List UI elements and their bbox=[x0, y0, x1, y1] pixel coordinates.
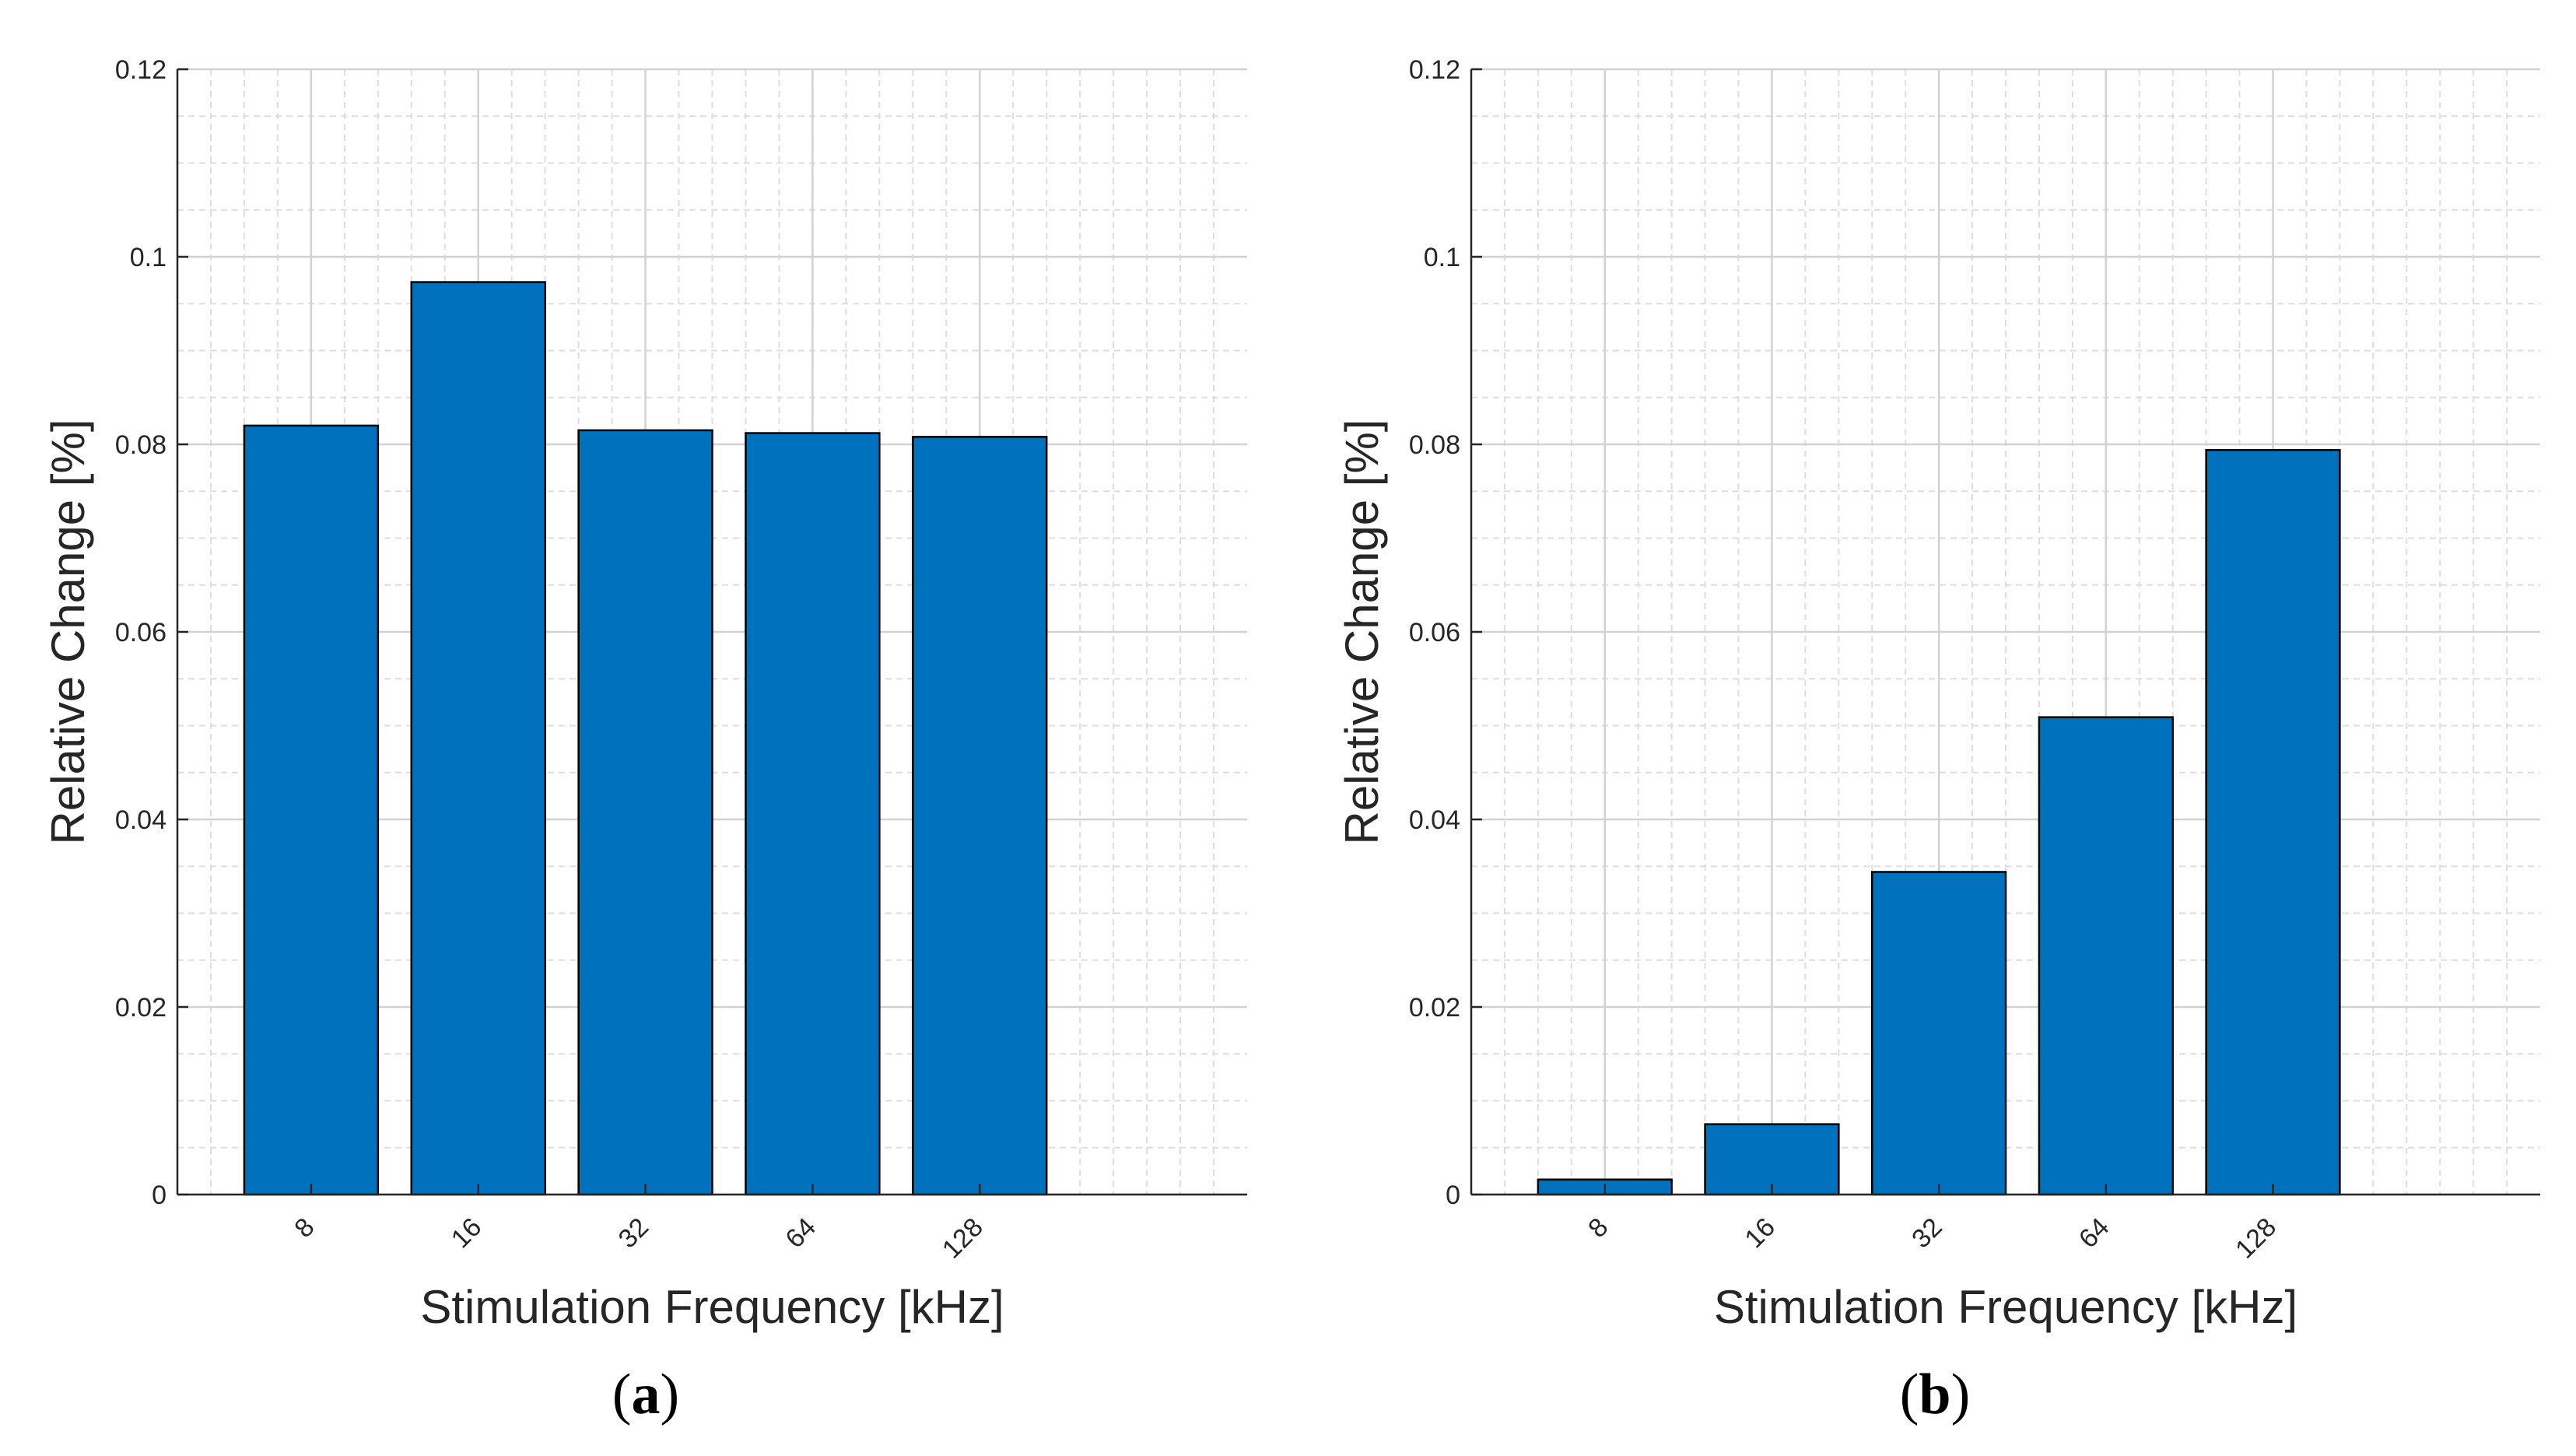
caption-close-paren: ) bbox=[1950, 1363, 1971, 1426]
bar-32 bbox=[1871, 871, 2007, 1196]
chart-panel-a: 0 0.02 0.04 0.06 0.08 0.1 0.12 8 16 32 64 128 Stimul… bbox=[42, 55, 1247, 1333]
caption-close-paren: ) bbox=[660, 1363, 680, 1426]
bar-16 bbox=[1704, 1123, 1840, 1196]
x-tick-label: 64 bbox=[2073, 1212, 2115, 1254]
y-tick-label: 0.02 bbox=[115, 993, 166, 1023]
y-tick-label: 0.04 bbox=[115, 805, 166, 835]
y-tick-label: 0.06 bbox=[1409, 618, 1460, 647]
x-tick-label: 32 bbox=[613, 1212, 655, 1254]
bar-64 bbox=[745, 432, 881, 1196]
x-tick-label: 64 bbox=[780, 1212, 822, 1254]
y-tick-label: 0.06 bbox=[115, 618, 166, 647]
y-tick-label: 0 bbox=[152, 1181, 166, 1210]
chart-panel-b: 0 0.02 0.04 0.06 0.08 0.1 0.12 8 16 32 64 128 Stimul… bbox=[1336, 55, 2540, 1333]
x-tick-label: 16 bbox=[446, 1212, 488, 1254]
x-tick-label: 128 bbox=[2230, 1212, 2282, 1265]
x-tick-label: 8 bbox=[289, 1212, 320, 1244]
bar-128 bbox=[2205, 448, 2341, 1196]
caption-open-paren: ( bbox=[612, 1363, 632, 1426]
y-tick-label: 0.02 bbox=[1409, 993, 1460, 1023]
y-tick-label: 0.04 bbox=[1409, 805, 1460, 835]
bar-64 bbox=[2038, 716, 2174, 1196]
y-tick-label: 0.1 bbox=[1424, 243, 1460, 272]
caption-letter: a bbox=[631, 1363, 661, 1426]
bar-32 bbox=[577, 429, 713, 1196]
y-tick-label: 0.08 bbox=[115, 430, 166, 460]
y-axis-label: Relative Change [%] bbox=[1336, 419, 1388, 845]
y-axis-label: Relative Change [%] bbox=[42, 419, 94, 845]
x-tick-label: 128 bbox=[937, 1212, 989, 1265]
panel-caption-a: (a) bbox=[529, 1366, 762, 1423]
y-tick-label: 0.08 bbox=[1409, 430, 1460, 460]
panel-caption-b: (b) bbox=[1818, 1366, 2052, 1423]
caption-letter: b bbox=[1919, 1363, 1951, 1426]
y-tick-label: 0.12 bbox=[115, 55, 166, 85]
x-axis-label: Stimulation Frequency [kHz] bbox=[420, 1281, 1004, 1333]
x-tick-label: 32 bbox=[1906, 1212, 1948, 1254]
x-tick-label: 16 bbox=[1739, 1212, 1781, 1254]
y-tick-label: 0.12 bbox=[1409, 55, 1460, 85]
x-tick-label: 8 bbox=[1582, 1212, 1614, 1244]
caption-open-paren: ( bbox=[1899, 1363, 1919, 1426]
x-axis-label: Stimulation Frequency [kHz] bbox=[1714, 1281, 2297, 1333]
y-tick-label: 0.1 bbox=[130, 243, 166, 272]
bar-16 bbox=[410, 281, 546, 1196]
bar-128 bbox=[912, 436, 1048, 1196]
y-tick-label: 0 bbox=[1446, 1181, 1460, 1210]
bar-8 bbox=[243, 424, 380, 1196]
